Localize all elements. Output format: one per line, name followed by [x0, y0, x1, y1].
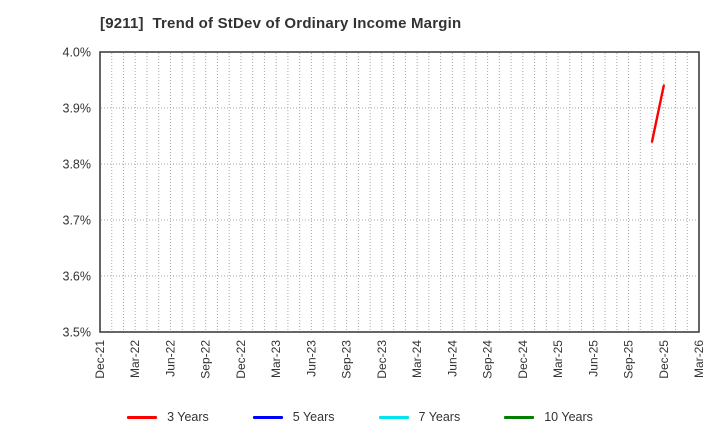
legend-label-5-years: 5 Years: [292, 410, 335, 424]
x-tick-label: Jun-23: [304, 340, 318, 377]
legend-label-7-years: 7 Years: [418, 410, 461, 424]
legend-swatch-5-years: [252, 415, 283, 419]
legend-swatch-10-years: [504, 415, 535, 419]
x-tick-label: Dec-24: [516, 340, 530, 379]
chart-title: [9211] Trend of StDev of Ordinary Income…: [100, 15, 462, 32]
legend-label-3-years: 3 Years: [167, 410, 209, 424]
y-tick-label: 3.5%: [63, 326, 92, 340]
x-tick-label: Mar-26: [692, 340, 706, 378]
x-tick-label: Sep-24: [481, 340, 495, 379]
legend-item-10-years: 10 Years: [504, 410, 593, 424]
x-tick-label: Jun-25: [586, 340, 600, 377]
x-tick-label: Sep-25: [622, 340, 636, 379]
legend-item-7-years: 7 Years: [378, 410, 461, 424]
y-tick-label: 4.0%: [63, 46, 92, 60]
x-tick-label: Mar-23: [269, 340, 283, 378]
y-tick-label: 3.9%: [63, 102, 92, 116]
y-tick-label: 3.8%: [63, 158, 92, 172]
x-tick-label: Mar-24: [410, 340, 424, 378]
axis-frame: [99, 51, 700, 333]
y-tick-label: 3.7%: [63, 214, 92, 228]
plot-area: 4.0% 3.9% 3.8% 3.7% 3.6% 3.5%Dec-21 Mar-22 Jun-…: [63, 46, 707, 379]
y-tick-label: 3.6%: [63, 270, 92, 284]
x-tick-label: Sep-23: [340, 340, 354, 379]
legend: 3 Years 5 Years 7 Years 10 Years: [0, 404, 720, 430]
legend-swatch-7-years: [378, 415, 409, 419]
legend-swatch-3-years: [127, 415, 158, 419]
x-tick-label: Sep-22: [199, 340, 213, 379]
x-tick-label: Dec-23: [375, 340, 389, 379]
x-tick-label: Jun-22: [163, 340, 177, 377]
x-tick-label: Dec-21: [93, 340, 107, 379]
legend-label-10-years: 10 Years: [544, 410, 593, 424]
legend-item-3-years: 3 Years: [127, 410, 209, 424]
x-tick-label: Mar-22: [128, 340, 142, 378]
x-tick-label: Mar-25: [551, 340, 565, 378]
legend-item-5-years: 5 Years: [252, 410, 335, 424]
x-tick-label: Dec-25: [657, 340, 671, 379]
series-line-3-years: [650, 84, 665, 143]
x-tick-label: Jun-24: [445, 340, 459, 377]
x-tick-label: Dec-22: [234, 340, 248, 379]
